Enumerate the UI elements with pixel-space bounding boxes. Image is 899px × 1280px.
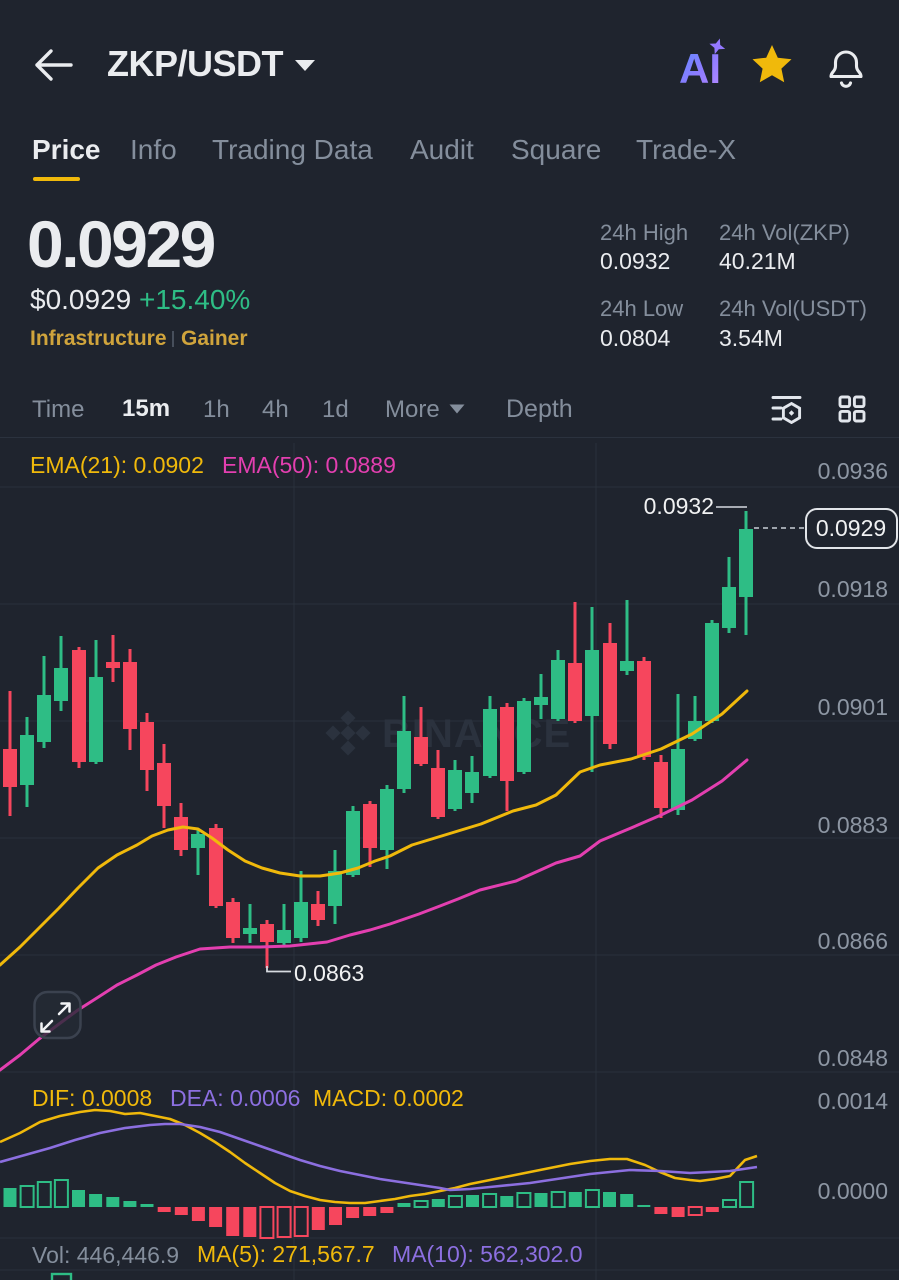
svg-text:0.0936: 0.0936 — [818, 458, 888, 484]
svg-text:0.0863: 0.0863 — [294, 960, 364, 986]
svg-text:AI: AI — [679, 45, 721, 90]
svg-text:MACD: 0.0002: MACD: 0.0002 — [313, 1085, 464, 1111]
svg-text:0.0901: 0.0901 — [818, 694, 888, 720]
svg-text:0.0929: 0.0929 — [816, 515, 886, 541]
svg-text:MA(5): 271,567.7: MA(5): 271,567.7 — [197, 1241, 375, 1267]
svg-text:0.0000: 0.0000 — [818, 1178, 888, 1204]
svg-text:0.0014: 0.0014 — [818, 1088, 889, 1114]
svg-text:0.0883: 0.0883 — [818, 812, 888, 838]
svg-text:0.0932: 0.0932 — [644, 493, 714, 519]
svg-text:0.0866: 0.0866 — [818, 928, 888, 954]
svg-text:DEA: 0.0006: DEA: 0.0006 — [170, 1085, 300, 1111]
svg-text:Vol: 446,446.9: Vol: 446,446.9 — [32, 1242, 179, 1268]
svg-text:0.0848: 0.0848 — [818, 1045, 888, 1071]
svg-text:DIF: 0.0008: DIF: 0.0008 — [32, 1085, 152, 1111]
svg-text:EMA(50): 0.0889: EMA(50): 0.0889 — [222, 452, 396, 478]
svg-text:MA(10): 562,302.0: MA(10): 562,302.0 — [392, 1241, 583, 1267]
svg-text:BINANCE: BINANCE — [382, 712, 571, 756]
svg-text:EMA(21): 0.0902: EMA(21): 0.0902 — [30, 452, 204, 478]
svg-text:0.0918: 0.0918 — [818, 576, 888, 602]
